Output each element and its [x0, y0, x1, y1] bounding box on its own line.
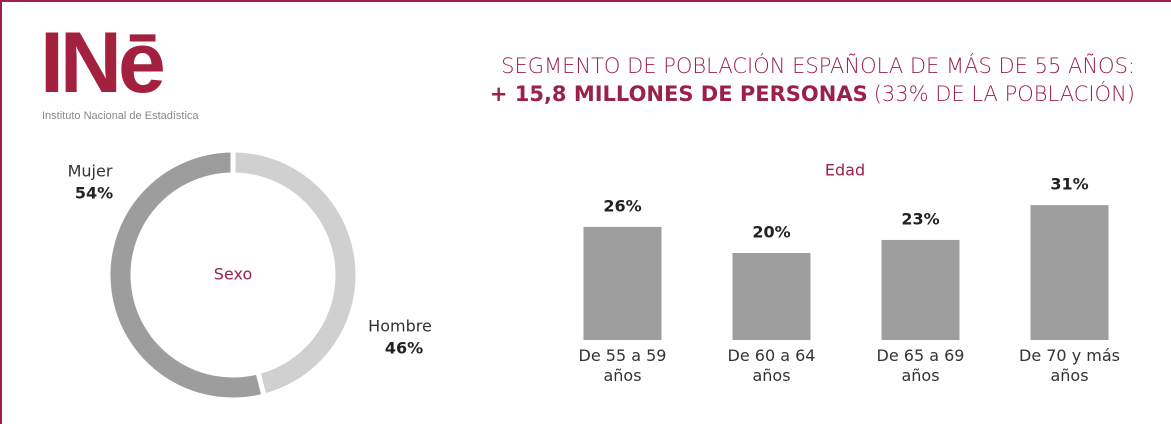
category-label: De 55 a 59 años	[578, 346, 667, 385]
bar	[881, 239, 960, 340]
category-label: De 70 y más años	[1019, 346, 1120, 385]
segment-label: Mujer	[68, 162, 113, 181]
subtitle-rest: (33% DE LA POBLACIÓN)	[873, 82, 1135, 106]
logo-caption: Instituto Nacional de Estadística	[42, 110, 199, 122]
bar	[1030, 205, 1109, 340]
title: SEGMENTO DE POBLACIÓN ESPAÑOLA DE MÁS DE…	[501, 54, 1135, 78]
category-label: De 60 a 64 años	[727, 346, 816, 385]
segment-value: 46%	[385, 339, 423, 358]
bar	[583, 226, 662, 340]
bar-value-label: 31%	[1050, 175, 1088, 194]
donut-segment	[105, 147, 268, 403]
chart-title: Edad	[825, 161, 865, 180]
subtitle: + 15,8 MILLONES DE PERSONAS (33% DE LA PO…	[490, 82, 1135, 106]
bar-value-label: 26%	[603, 196, 641, 215]
center-label: Sexo	[214, 265, 252, 284]
bar	[732, 253, 811, 340]
logo: INē	[40, 15, 166, 111]
segment-label: Hombre	[368, 317, 432, 336]
subtitle-bold: + 15,8 MILLONES DE PERSONAS	[489, 82, 868, 106]
category-label: De 65 a 69 años	[876, 346, 965, 385]
bar-value-label: 23%	[901, 209, 939, 228]
bar-value-label: 20%	[752, 223, 790, 242]
segment-value: 54%	[75, 184, 113, 203]
